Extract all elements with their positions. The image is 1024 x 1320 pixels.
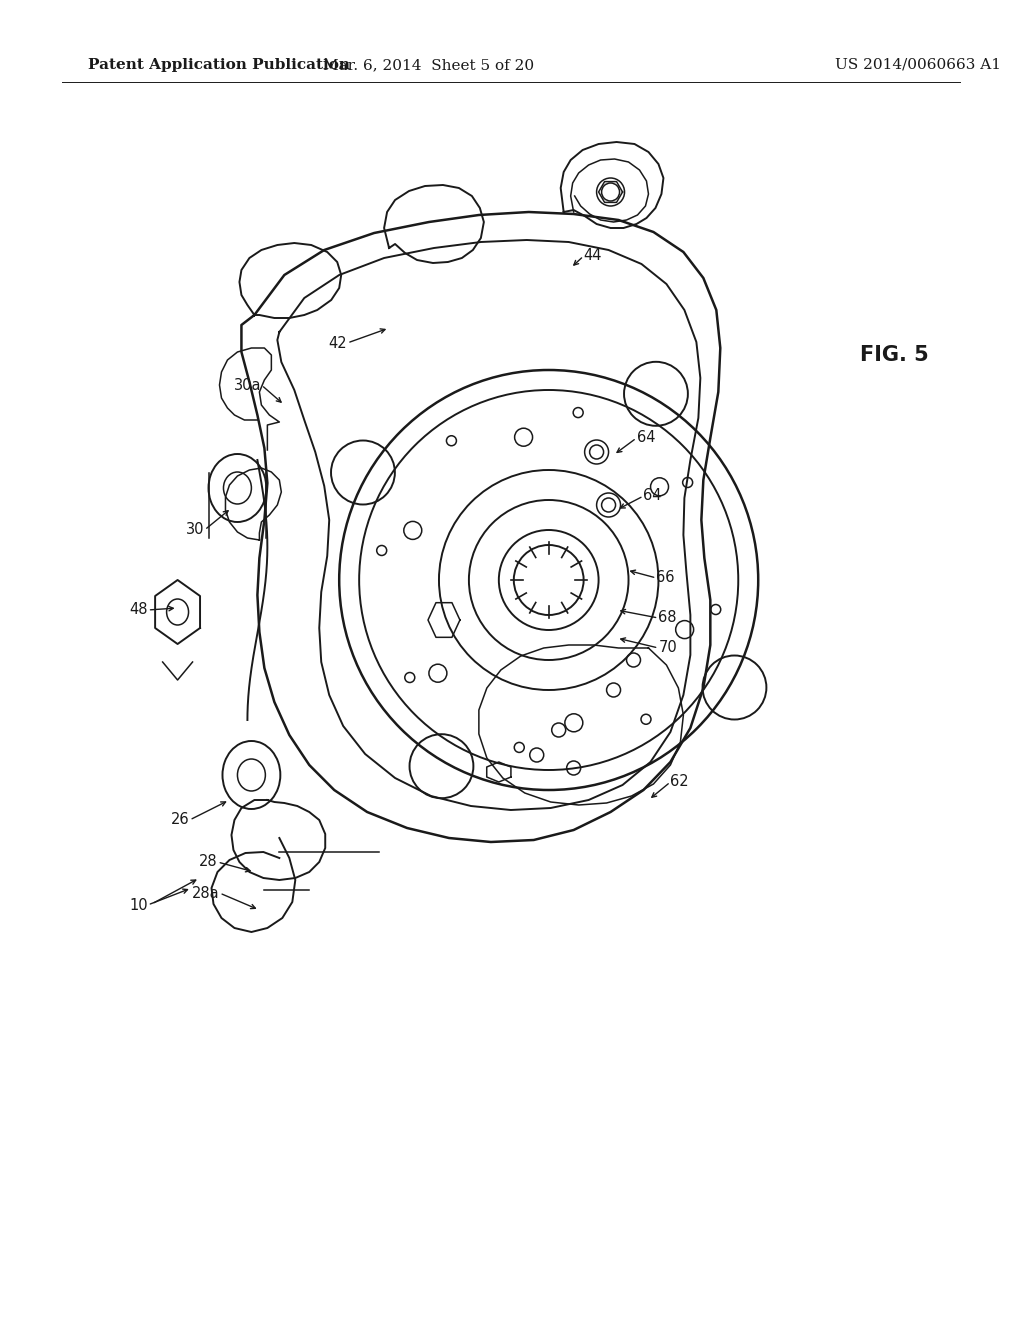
Text: 70: 70: [658, 640, 677, 656]
Text: 64: 64: [637, 430, 655, 446]
Text: 30a: 30a: [233, 378, 261, 392]
Text: 42: 42: [329, 335, 347, 351]
Text: Patent Application Publication: Patent Application Publication: [88, 58, 350, 73]
Text: 10: 10: [129, 898, 147, 912]
Text: US 2014/0060663 A1: US 2014/0060663 A1: [835, 58, 1000, 73]
Text: Mar. 6, 2014  Sheet 5 of 20: Mar. 6, 2014 Sheet 5 of 20: [324, 58, 535, 73]
Text: 62: 62: [671, 775, 689, 789]
Text: 30: 30: [186, 523, 205, 537]
Text: FIG. 5: FIG. 5: [860, 345, 929, 366]
Text: 48: 48: [129, 602, 147, 618]
Text: 28: 28: [199, 854, 217, 870]
Text: 28a: 28a: [191, 886, 219, 900]
Text: 26: 26: [171, 813, 189, 828]
Text: 68: 68: [658, 610, 677, 626]
Text: 44: 44: [584, 248, 602, 264]
Text: 64: 64: [643, 488, 662, 503]
Text: 66: 66: [656, 570, 675, 586]
